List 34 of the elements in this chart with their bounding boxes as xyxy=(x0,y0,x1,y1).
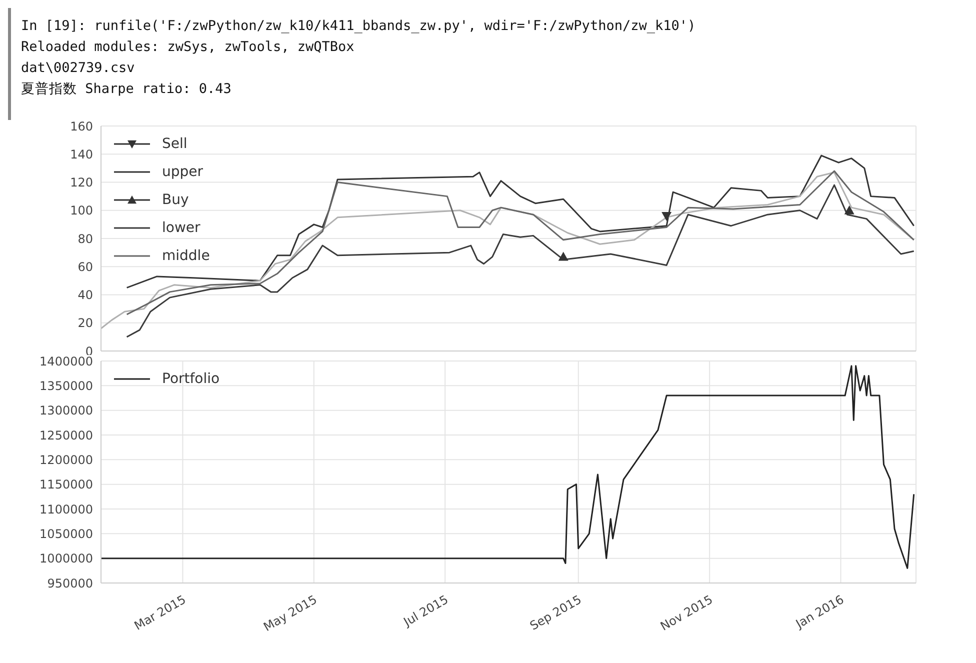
y-tick-label: 20 xyxy=(78,316,93,330)
y-tick-label: 160 xyxy=(70,119,93,134)
y-tick-label: 1000000 xyxy=(40,552,93,566)
line-series xyxy=(101,365,915,569)
y-tick-label: 1350000 xyxy=(40,378,93,393)
point xyxy=(558,252,568,261)
point xyxy=(844,205,854,214)
legend-label: middle xyxy=(162,248,210,264)
text: In [19]: runfile('F:/zwPython/zw_k10/k411_bbands_zw.py', wdir='F:/zwPython/zw_k10') xyxy=(21,17,697,36)
y-tick-label: 1100000 xyxy=(40,502,93,516)
legend-label: lower xyxy=(162,220,200,236)
y-tick-label: 80 xyxy=(78,232,93,246)
legend-label: Portfolio xyxy=(162,371,220,387)
text: 夏普指数 Sharpe ratio: 0.43 xyxy=(21,80,232,99)
y-tick-label: 1200000 xyxy=(40,452,93,467)
y-tick-label: 1150000 xyxy=(40,478,93,492)
y-tick-label: 1300000 xyxy=(40,404,93,418)
line-series xyxy=(126,184,915,338)
text: Reloaded modules: zwSys, zwTools, zwQTBox xyxy=(21,38,356,57)
y-tick-label: 60 xyxy=(78,260,93,274)
line-series xyxy=(126,154,915,288)
legend-label: upper xyxy=(162,164,204,180)
y-tick-label: 100 xyxy=(70,204,93,218)
y-tick-label: 950000 xyxy=(47,576,93,590)
y-tick-label: 1250000 xyxy=(40,428,93,442)
y-tick-label: 140 xyxy=(70,147,93,162)
y-tick-label: 40 xyxy=(78,288,93,302)
y-tick-label: 1050000 xyxy=(40,526,93,541)
point xyxy=(662,212,672,221)
y-tick-label: 120 xyxy=(70,176,93,190)
legend-label: Buy xyxy=(162,192,189,208)
text: dat\002739.csv xyxy=(21,59,136,78)
y-tick-label: 1400000 xyxy=(40,354,93,368)
legend-label: Sell xyxy=(162,136,188,152)
